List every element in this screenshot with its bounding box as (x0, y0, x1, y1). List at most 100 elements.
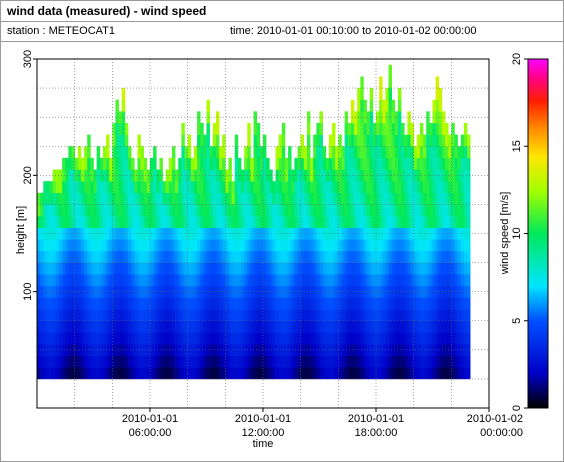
heat-cell (219, 355, 223, 368)
heat-cell (80, 181, 85, 194)
heat-cell (190, 262, 195, 275)
heat-cell (332, 169, 336, 182)
heat-cell (247, 262, 251, 275)
heat-cell (363, 320, 367, 333)
heat-cell (297, 250, 301, 263)
heat-cell (335, 262, 339, 275)
heat-cell (162, 262, 166, 275)
heat-cell (84, 146, 88, 159)
heat-cell (275, 332, 279, 345)
heat-cell (310, 344, 314, 356)
heat-cell (90, 204, 94, 217)
heat-cell (297, 239, 301, 252)
heat-cell (99, 332, 104, 345)
heat-cell (429, 227, 433, 240)
heat-cell (206, 239, 210, 252)
x-tick-label: 12:00:00 (242, 427, 285, 439)
heat-cell (294, 332, 298, 345)
heat-cell (372, 367, 377, 380)
heat-cell (250, 157, 254, 170)
heat-cell (354, 297, 358, 310)
heat-cell (153, 146, 157, 159)
heat-cell (150, 192, 154, 205)
heat-cell (99, 320, 104, 333)
heat-cell (369, 274, 374, 287)
heat-cell (225, 250, 229, 263)
heat-cell (128, 285, 132, 298)
heat-cell (197, 320, 201, 333)
heat-cell (438, 274, 443, 287)
heat-cell (438, 332, 443, 345)
heat-cell (354, 204, 358, 217)
heat-cell (401, 146, 405, 159)
heat-cell (303, 262, 308, 275)
heat-cell (435, 146, 440, 159)
heat-cell (143, 216, 148, 228)
heat-cell (435, 239, 440, 252)
heat-cell (426, 216, 430, 228)
heat-cell (102, 297, 107, 310)
heat-cell (222, 332, 226, 345)
heat-cell (266, 204, 270, 217)
heat-cell (171, 274, 176, 287)
heat-cell (316, 204, 320, 217)
heat-cell (451, 355, 455, 368)
heat-cell (43, 285, 47, 298)
heat-cell (43, 250, 47, 263)
heat-cell (416, 274, 421, 287)
heat-cell (385, 320, 389, 333)
heat-cell (109, 250, 113, 263)
heat-cell (102, 192, 107, 205)
heat-cell (225, 320, 229, 333)
heat-cell (278, 192, 283, 205)
heat-cell (228, 192, 232, 205)
heat-cell (231, 181, 236, 194)
heat-cell (335, 285, 339, 298)
grid-lines (37, 59, 489, 408)
heat-cell (215, 274, 220, 287)
heat-cell (58, 355, 63, 368)
heat-cell (203, 239, 207, 252)
heat-cell (90, 181, 94, 194)
heat-cell (397, 274, 402, 287)
heat-cell (288, 239, 292, 252)
heat-cell (197, 309, 201, 322)
heat-cell (55, 262, 60, 275)
heat-cell (397, 344, 402, 356)
heat-cell (178, 355, 182, 368)
heat-cell (87, 157, 91, 170)
heat-cell (372, 227, 377, 240)
heat-cell (165, 297, 170, 310)
heat-cell (379, 216, 383, 228)
heat-cell (46, 181, 50, 194)
heat-cell (109, 285, 113, 298)
heat-cell (184, 216, 188, 228)
heat-cell (463, 157, 468, 170)
heat-cell (118, 344, 123, 356)
heat-cell (234, 320, 239, 333)
heat-cell (178, 192, 182, 205)
heat-cell (354, 122, 358, 135)
heat-cell (310, 227, 314, 240)
heat-cell (467, 367, 471, 380)
heat-cell (231, 239, 236, 252)
heat-cell (391, 99, 396, 112)
heat-cell (410, 262, 414, 275)
heat-cell (193, 367, 198, 380)
heat-cell (159, 216, 163, 228)
heat-cell (404, 181, 408, 194)
heat-cell (347, 250, 352, 263)
heat-cell (281, 157, 286, 170)
heat-cell (382, 134, 386, 147)
heat-cell (165, 309, 170, 322)
heat-cell (325, 320, 330, 333)
heat-cell (322, 227, 327, 240)
heat-cell (200, 297, 204, 310)
heat-cell (247, 216, 251, 228)
heat-cell (247, 239, 251, 252)
heat-cell (55, 332, 60, 345)
heat-cell (416, 367, 421, 380)
heat-cell (37, 216, 41, 228)
heat-cell (303, 216, 308, 228)
heat-cell (360, 169, 364, 182)
